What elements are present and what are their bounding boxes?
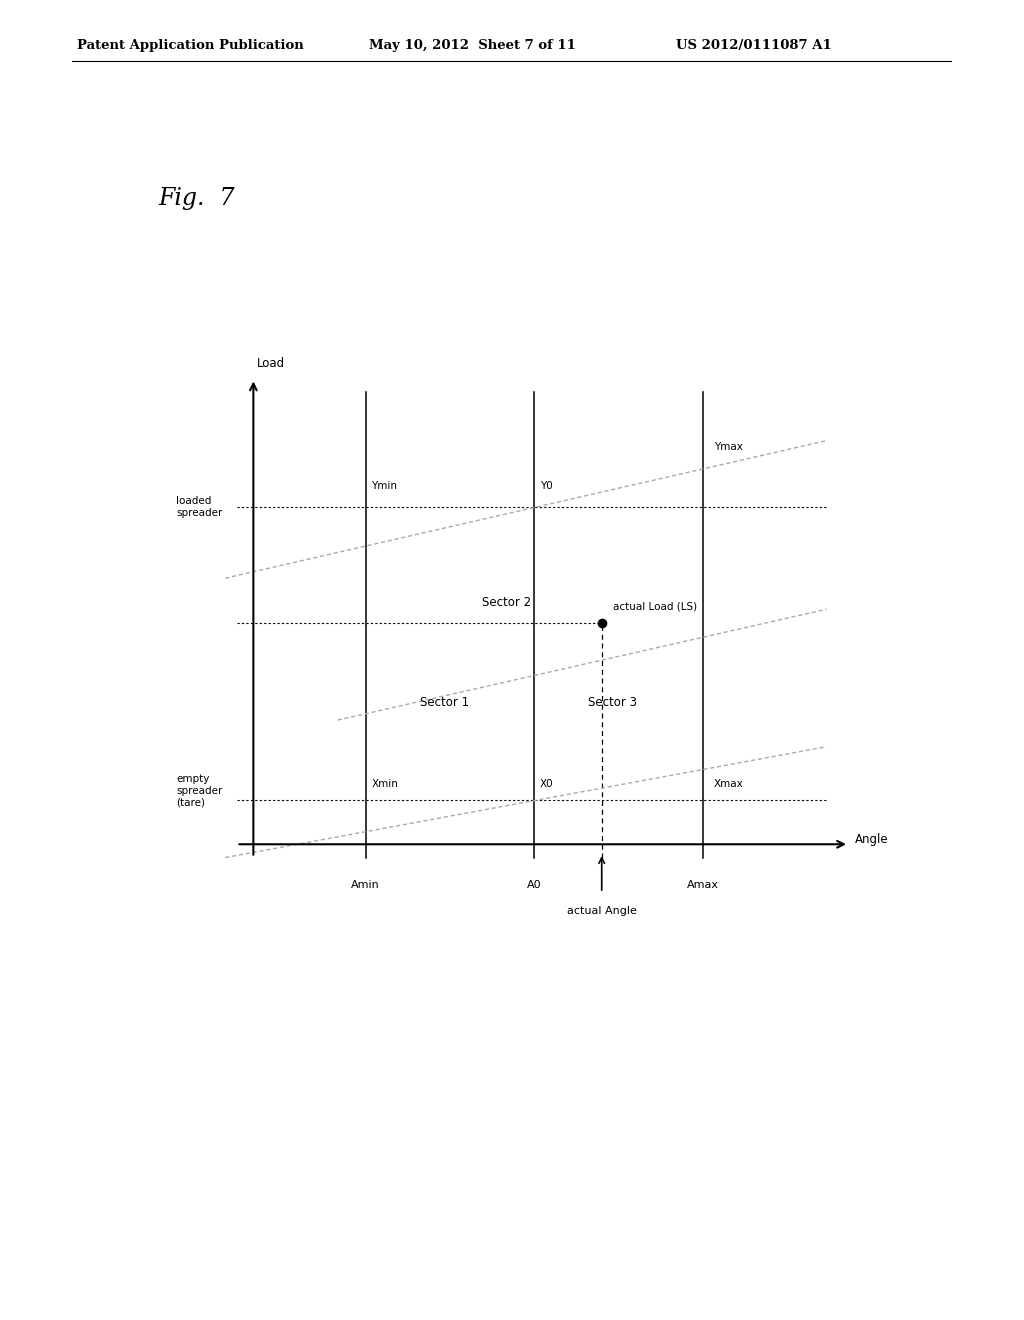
Text: Load: Load [257,356,286,370]
Text: Xmin: Xmin [372,779,398,788]
Text: Sector 1: Sector 1 [420,696,469,709]
Text: Amin: Amin [351,879,380,890]
Text: Y0: Y0 [540,482,553,491]
Text: May 10, 2012  Sheet 7 of 11: May 10, 2012 Sheet 7 of 11 [369,38,575,51]
Text: Patent Application Publication: Patent Application Publication [77,38,303,51]
Text: actual Angle: actual Angle [566,907,637,916]
Text: Ymin: Ymin [372,482,397,491]
Text: empty
spreader
(tare): empty spreader (tare) [176,775,222,808]
Text: US 2012/0111087 A1: US 2012/0111087 A1 [676,38,831,51]
Text: Xmax: Xmax [714,779,743,788]
Text: actual Load (LS): actual Load (LS) [613,601,697,611]
Text: loaded
spreader: loaded spreader [176,496,222,517]
Text: Amax: Amax [687,879,719,890]
Text: Fig.  7: Fig. 7 [159,186,236,210]
Text: A0: A0 [527,879,542,890]
Text: Sector 3: Sector 3 [589,696,638,709]
Text: Ymax: Ymax [714,441,743,451]
Text: X0: X0 [540,779,554,788]
Text: Angle: Angle [855,833,888,846]
Text: Sector 2: Sector 2 [481,597,530,609]
